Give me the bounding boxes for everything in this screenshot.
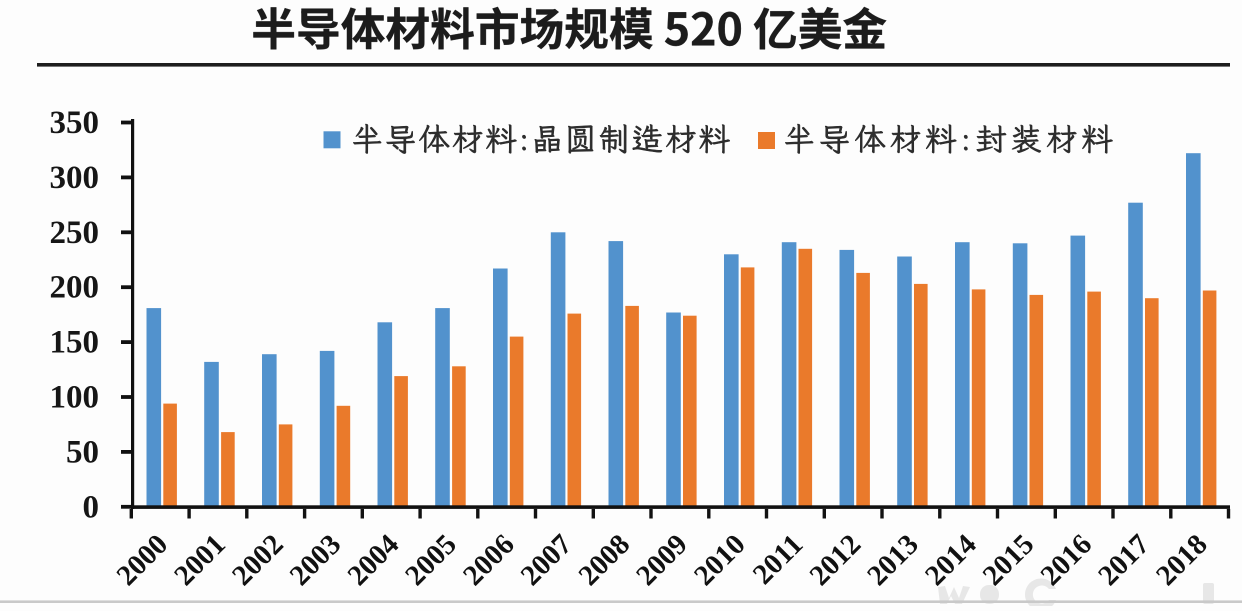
svg-text:0: 0 xyxy=(83,489,100,525)
svg-text:300: 300 xyxy=(50,160,100,196)
svg-text:200: 200 xyxy=(50,270,100,306)
svg-text:250: 250 xyxy=(50,215,100,251)
svg-text:50: 50 xyxy=(66,434,99,470)
svg-text:100: 100 xyxy=(50,380,100,416)
svg-text:150: 150 xyxy=(50,325,100,361)
svg-text:350: 350 xyxy=(50,105,100,141)
